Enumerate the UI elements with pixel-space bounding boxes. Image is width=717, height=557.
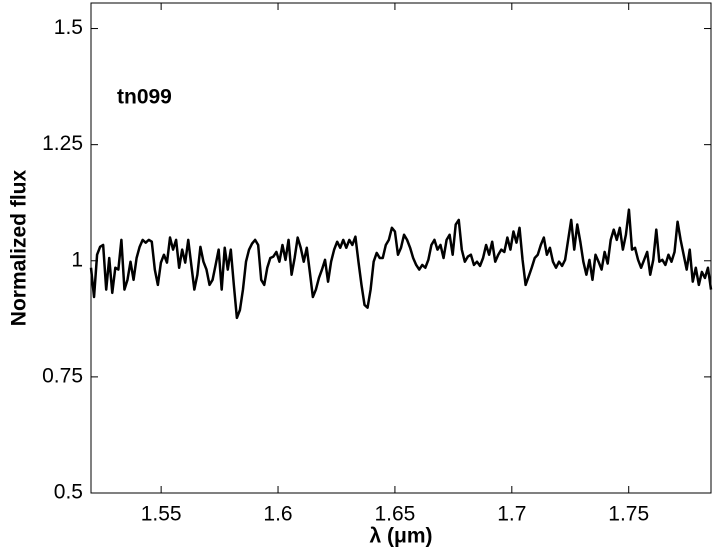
- y-axis-label: Normalized flux: [8, 170, 31, 327]
- x-tick-label: 1.6: [263, 503, 292, 526]
- y-tick-label: 1.5: [54, 16, 83, 39]
- x-tick-label: 1.7: [497, 503, 526, 526]
- annotation: tn099: [117, 86, 172, 109]
- plot-frame: [90, 2, 712, 494]
- y-tick-label: 1.25: [42, 132, 83, 155]
- spectrum-line: [89, 208, 713, 320]
- x-tick-label: 1.75: [608, 503, 649, 526]
- y-tick-label: 0.5: [54, 481, 83, 504]
- x-tick-label: 1.65: [374, 503, 415, 526]
- y-tick-label: 1: [71, 248, 83, 271]
- x-tick-label: 1.55: [141, 503, 182, 526]
- y-tick-label: 0.75: [42, 364, 83, 387]
- x-axis-label: λ (μm): [369, 525, 432, 548]
